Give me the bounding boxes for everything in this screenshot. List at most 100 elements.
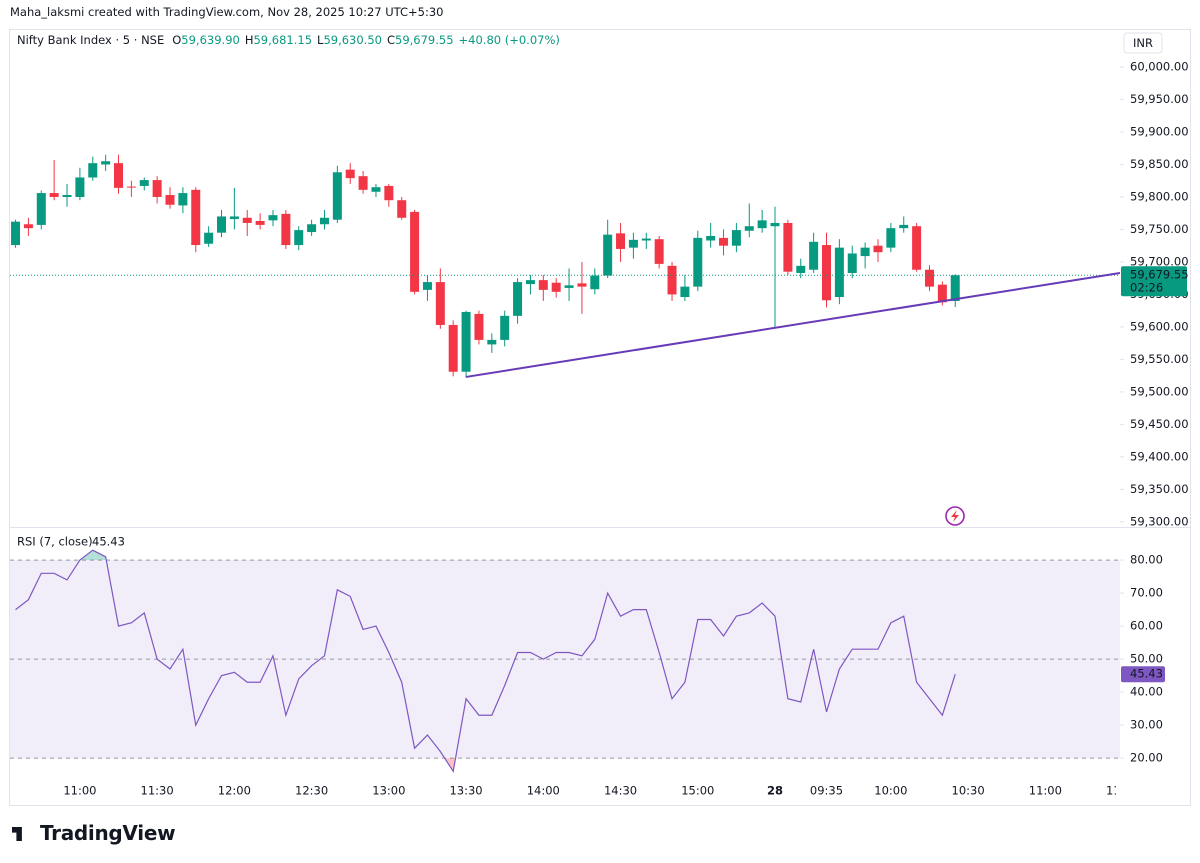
- candle-body: [693, 237, 703, 287]
- candle-body: [255, 221, 265, 225]
- candle-body: [49, 193, 59, 197]
- candle-body: [358, 176, 368, 190]
- candle-body: [62, 195, 72, 197]
- candle-body: [229, 216, 239, 220]
- candle-body: [281, 213, 291, 246]
- candle-body: [101, 161, 111, 165]
- candle-body: [525, 280, 535, 285]
- x-tick-label: 12:30: [295, 784, 328, 798]
- candle-body: [126, 186, 136, 188]
- candle-body: [912, 226, 922, 270]
- y-tick-label: 59,800.00: [1130, 189, 1189, 203]
- candle-body: [654, 239, 664, 264]
- candle-body: [474, 313, 484, 340]
- rsi-tag: [1121, 666, 1165, 683]
- currency-box[interactable]: [1123, 32, 1163, 54]
- candle-body: [937, 284, 947, 303]
- candle-body: [191, 189, 201, 246]
- candle-body: [178, 193, 188, 206]
- y-tick-label: 59,400.00: [1130, 449, 1189, 463]
- x-tick-label: 11:30: [141, 784, 174, 798]
- y-tick-label: 59,850.00: [1130, 157, 1189, 171]
- countdown: 02:26: [1130, 281, 1163, 295]
- candle-body: [680, 286, 690, 298]
- candle-body: [731, 230, 741, 246]
- candle-body: [667, 265, 677, 295]
- candle-body: [616, 233, 626, 249]
- logo-text: TradingView: [40, 821, 176, 845]
- candle-body: [834, 247, 844, 298]
- x-tick-label: 13:00: [372, 784, 405, 798]
- y-tick-label: 59,950.00: [1130, 92, 1189, 106]
- candle-body: [873, 245, 883, 253]
- candle-body: [783, 222, 793, 272]
- x-tick-label: 28: [767, 784, 783, 798]
- c-key: C: [386, 33, 395, 47]
- candle-body: [950, 275, 960, 301]
- candle-body: [641, 238, 651, 241]
- candle-body: [924, 269, 934, 287]
- candle-body: [822, 245, 832, 301]
- candle-body: [435, 282, 445, 325]
- x-tick-label: 09:35: [810, 784, 843, 798]
- x-tick-label: 11:30: [1106, 784, 1139, 798]
- rsi-tag-label: 45.43: [1130, 667, 1163, 681]
- candle-body: [384, 185, 394, 201]
- y-tick-label: 60.00: [1130, 619, 1163, 633]
- candle-body: [590, 275, 600, 290]
- x-tick-label: 13:30: [449, 784, 482, 798]
- candle-body: [371, 187, 381, 192]
- x-tick-label: 14:30: [604, 784, 637, 798]
- candle-body: [564, 285, 574, 288]
- rsi-value: 45.43: [92, 535, 125, 549]
- candle-body: [165, 195, 175, 205]
- y-tick-label: 80.00: [1130, 553, 1163, 567]
- y-tick-label: 59,450.00: [1130, 417, 1189, 431]
- candle-body: [152, 180, 162, 197]
- candle-body: [461, 311, 471, 372]
- overbought-fill: [79, 550, 107, 561]
- rsi-title: RSI (7, close): [17, 535, 93, 549]
- header: Maha_laksmi created with TradingView.com…: [10, 5, 444, 19]
- candle-body: [319, 217, 329, 225]
- y-tick-label: 20.00: [1130, 751, 1163, 765]
- last-price-label: 59,679.55: [1130, 268, 1189, 282]
- low-value: 59,630.50: [323, 33, 382, 47]
- candle-body: [422, 282, 432, 290]
- candle-body: [114, 163, 124, 188]
- candle-body: [345, 169, 355, 179]
- x-tick-label: 11:00: [1029, 784, 1062, 798]
- candle-body: [770, 222, 780, 227]
- candle-body: [332, 172, 342, 220]
- candle-body: [487, 339, 497, 345]
- open-value: 59,639.90: [181, 33, 240, 47]
- candle-body: [603, 234, 613, 276]
- y-tick-label: 59,750.00: [1130, 222, 1189, 236]
- candle-body: [204, 232, 214, 244]
- frame: [9, 29, 1191, 806]
- y-tick-label: 59,900.00: [1130, 124, 1189, 138]
- x-tick-label: 10:30: [952, 784, 985, 798]
- candle-body: [75, 177, 85, 197]
- candle-body: [551, 282, 561, 292]
- rsi-line: [15, 549, 956, 773]
- y-tick-label: 50.00: [1130, 652, 1163, 666]
- icon: [945, 506, 965, 526]
- candle-body: [88, 163, 98, 178]
- candle-body: [706, 235, 716, 241]
- l-key: L: [317, 33, 324, 47]
- candle-body: [410, 211, 420, 292]
- candle-body: [886, 228, 896, 248]
- close-value: 59,679.55: [395, 33, 454, 47]
- candle-body: [397, 200, 407, 218]
- legend: Nifty Bank Index · 5 · NSE O59,639.90 H59,…: [17, 33, 565, 47]
- y-tick-label: 59,300.00: [1130, 514, 1189, 528]
- candle-body: [744, 226, 754, 231]
- candle-body: [242, 217, 252, 223]
- x-tick-label: 14:00: [527, 784, 560, 798]
- candle-body: [847, 253, 857, 273]
- candle-body: [796, 265, 806, 273]
- candle-body: [500, 315, 510, 340]
